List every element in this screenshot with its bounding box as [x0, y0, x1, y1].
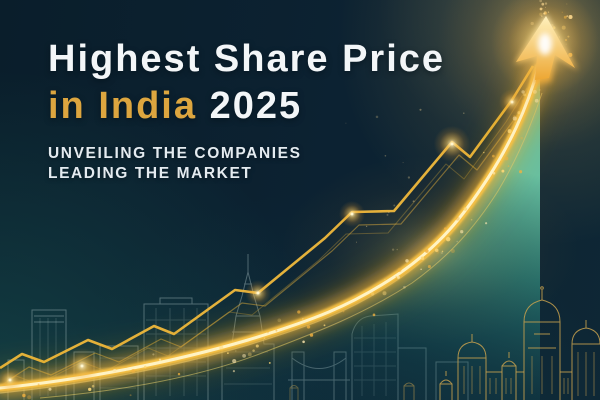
- poster-title: Highest Share Price in India 2025: [48, 36, 445, 130]
- headline-block: Highest Share Price in India 2025 UNVEIL…: [48, 36, 445, 183]
- up-arrow-icon: [437, 0, 600, 152]
- poster-subtitle: UNVEILING THE COMPANIES LEADING THE MARK…: [48, 144, 445, 183]
- subtitle-line1: UNVEILING THE COMPANIES: [48, 145, 302, 162]
- title-line2-highlight: in India: [48, 85, 197, 127]
- subtitle-line2: LEADING THE MARKET: [48, 164, 253, 182]
- title-line1: Highest Share Price: [48, 38, 446, 80]
- title-line2-year: 2025: [209, 85, 303, 127]
